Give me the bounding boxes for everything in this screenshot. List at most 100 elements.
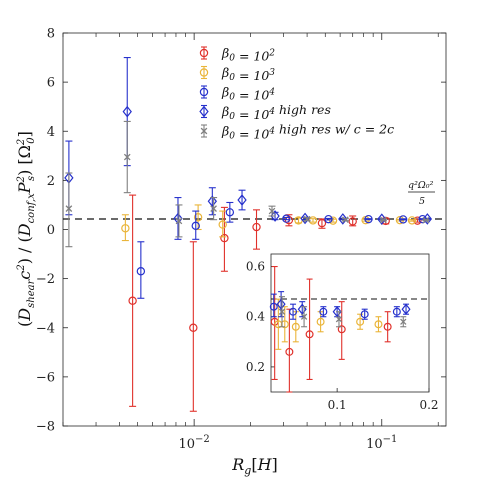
data-point bbox=[348, 215, 357, 227]
data-point bbox=[237, 189, 247, 211]
data-point bbox=[319, 306, 328, 318]
marker-circle bbox=[128, 296, 137, 305]
marker-x bbox=[400, 318, 407, 325]
marker-x bbox=[303, 215, 311, 223]
data-point bbox=[398, 215, 408, 224]
marker-diamond bbox=[422, 213, 433, 225]
data-point bbox=[407, 216, 417, 225]
y-tick-label: 6 bbox=[47, 76, 55, 91]
marker-circle bbox=[374, 320, 383, 329]
marker-circle bbox=[291, 322, 300, 331]
data-point bbox=[199, 85, 209, 99]
data-point bbox=[289, 303, 298, 320]
legend-item-beta1e4: β0 = 104 bbox=[199, 85, 275, 103]
marker-circle bbox=[360, 310, 369, 319]
inset-y-tick-label: 0.2 bbox=[246, 360, 265, 374]
data-point bbox=[360, 308, 369, 320]
marker-x bbox=[380, 216, 387, 224]
legend-label: β0 = 102 bbox=[221, 46, 275, 64]
marker-circle bbox=[364, 214, 373, 224]
data-point bbox=[364, 214, 373, 224]
marker-circle bbox=[199, 48, 209, 58]
marker-circle bbox=[189, 323, 198, 332]
reference-label-denominator: 5 bbox=[419, 196, 425, 207]
inset-series-beta1e4 bbox=[269, 293, 401, 320]
data-point bbox=[65, 172, 73, 248]
marker-circle bbox=[289, 307, 298, 316]
legend-item-beta1e2: β0 = 102 bbox=[199, 46, 275, 64]
marker-circle bbox=[218, 220, 227, 229]
marker-circle bbox=[305, 330, 314, 339]
marker-x bbox=[335, 316, 343, 323]
data-point bbox=[305, 278, 314, 381]
legend-item-beta1e3: β0 = 103 bbox=[199, 65, 275, 83]
marker-circle bbox=[285, 347, 294, 356]
data-point bbox=[356, 313, 365, 330]
marker-circle bbox=[269, 302, 278, 311]
marker-diamond bbox=[300, 212, 310, 225]
marker-x bbox=[300, 313, 308, 320]
data-point bbox=[199, 104, 209, 119]
data-point bbox=[199, 46, 209, 60]
data-point bbox=[268, 205, 276, 217]
x-tick-label: 10−1 bbox=[366, 434, 397, 452]
marker-circle bbox=[252, 222, 261, 232]
inset-x-tick-label: 0.2 bbox=[419, 398, 438, 412]
data-point bbox=[225, 201, 235, 223]
data-point bbox=[303, 215, 311, 223]
data-point bbox=[191, 210, 200, 240]
marker-circle bbox=[282, 214, 291, 223]
marker-circle bbox=[121, 224, 130, 233]
y-tick-label: −2 bbox=[36, 272, 55, 287]
marker-circle bbox=[316, 317, 325, 326]
inset: 0.2 0.4 0.6 0.1 0.2 bbox=[246, 253, 439, 412]
data-point bbox=[136, 241, 146, 299]
inset-y-tick-label: 0.4 bbox=[246, 310, 265, 324]
marker-circle bbox=[319, 307, 328, 316]
data-point bbox=[200, 124, 208, 138]
y-tick-label: −6 bbox=[36, 370, 55, 385]
marker-x bbox=[422, 216, 430, 224]
data-point bbox=[316, 311, 325, 333]
data-point bbox=[335, 311, 343, 328]
y-tick-label: −4 bbox=[36, 321, 55, 336]
marker-diamond bbox=[338, 213, 348, 225]
marker-circle bbox=[337, 325, 346, 334]
marker-diamond bbox=[276, 298, 286, 310]
marker-circle bbox=[136, 267, 146, 276]
marker-circle bbox=[193, 213, 203, 222]
marker-circle bbox=[348, 217, 357, 226]
data-point bbox=[379, 216, 387, 224]
data-point bbox=[400, 316, 407, 328]
marker-diamond bbox=[237, 194, 247, 206]
marker-x bbox=[342, 216, 349, 224]
y-tick-label: 8 bbox=[47, 27, 55, 42]
legend-label: β0 = 103 bbox=[221, 65, 275, 83]
x-axis-label: Rg[H] bbox=[231, 455, 278, 477]
y-tick-label: 0 bbox=[47, 223, 55, 238]
legend-label: β0 = 104 high res bbox=[221, 102, 331, 122]
marker-circle bbox=[356, 317, 365, 326]
marker-circle bbox=[328, 216, 338, 225]
marker-x bbox=[278, 308, 286, 315]
marker-circle bbox=[398, 215, 408, 224]
legend-item-beta1e4hr2c: β0 = 104 high res w/ c = 2c bbox=[200, 122, 394, 142]
marker-x bbox=[65, 205, 73, 212]
marker-diamond bbox=[122, 105, 132, 118]
data-point bbox=[392, 306, 401, 318]
marker-diamond bbox=[173, 212, 183, 225]
series-beta1e4hr2c bbox=[65, 120, 430, 248]
data-point bbox=[252, 209, 261, 250]
marker-x bbox=[123, 153, 131, 161]
data-point bbox=[121, 214, 130, 242]
data-point bbox=[317, 218, 327, 229]
data-point bbox=[280, 306, 289, 343]
data-point bbox=[199, 65, 209, 80]
marker-circle bbox=[383, 322, 392, 331]
data-point bbox=[341, 216, 349, 224]
marker-circle bbox=[280, 320, 289, 329]
marker-x bbox=[175, 217, 183, 225]
inset-x-tick-label: 0.1 bbox=[328, 398, 347, 412]
